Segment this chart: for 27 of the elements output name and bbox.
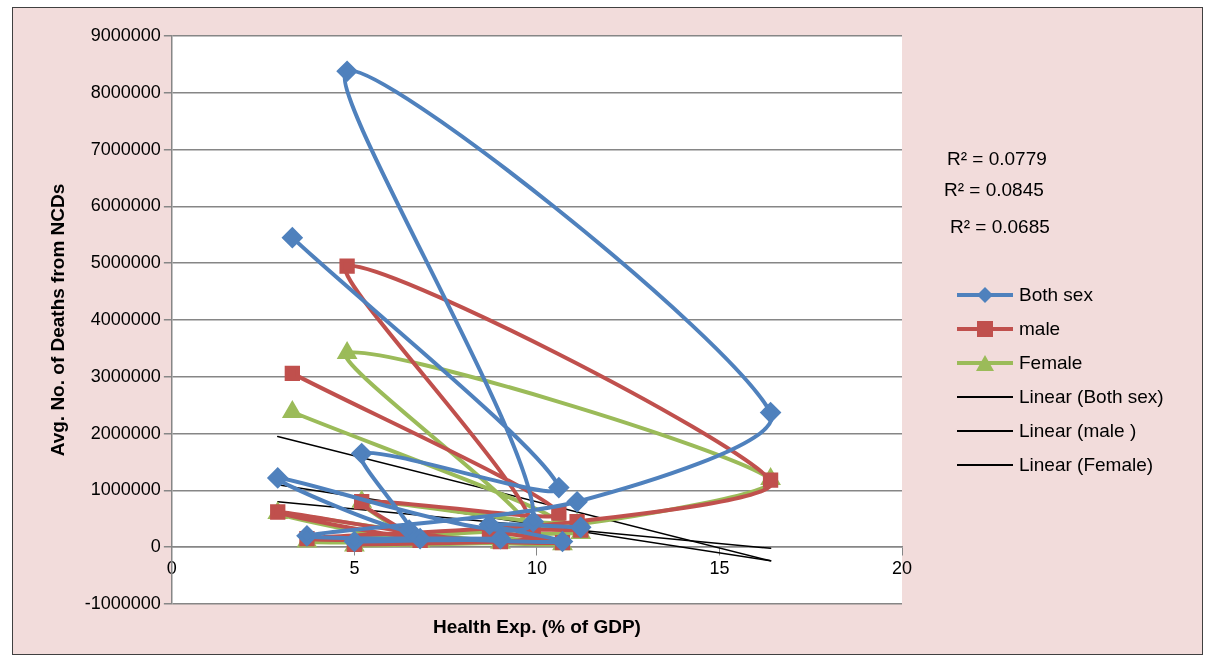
text: R² = 0.0779 (947, 148, 1047, 170)
y-tick-label: 5000000 (90, 252, 161, 273)
y-tick-label: 4000000 (90, 308, 161, 329)
x-tick-label: 10 (526, 557, 547, 578)
legend-label: Linear (Female) (1019, 454, 1154, 476)
x-axis-title: Health Exp. (% of GDP) (432, 616, 641, 638)
legend-label: male (1019, 318, 1061, 340)
y-tick-label: 6000000 (90, 195, 161, 216)
x-tick-label: 0 (166, 557, 177, 578)
legend-label: Linear (male ) (1019, 420, 1137, 442)
y-tick-label: 0 (150, 536, 161, 557)
y-tick-label: 3000000 (90, 365, 161, 386)
legend-label: Linear (Both sex) (1019, 386, 1164, 408)
y-axis-title: Avg. No. of Deaths from NCDs (46, 183, 68, 457)
y-tick-label: 8000000 (90, 81, 161, 102)
y-tick-label: -1000000 (84, 592, 161, 613)
y-tick-label: 2000000 (90, 422, 161, 443)
x-tick-label: 20 (891, 557, 913, 578)
text: R² = 0.0685 (950, 216, 1050, 238)
y-tick-label: 9000000 (90, 24, 161, 45)
legend-label: Both sex (1019, 284, 1093, 306)
x-tick-label: 15 (709, 557, 730, 578)
y-tick-label: 7000000 (90, 138, 161, 159)
text: R² = 0.0845 (944, 179, 1044, 201)
y-tick-label: 1000000 (90, 479, 161, 500)
x-tick-label: 5 (349, 557, 360, 578)
legend-label: Female (1019, 352, 1083, 374)
